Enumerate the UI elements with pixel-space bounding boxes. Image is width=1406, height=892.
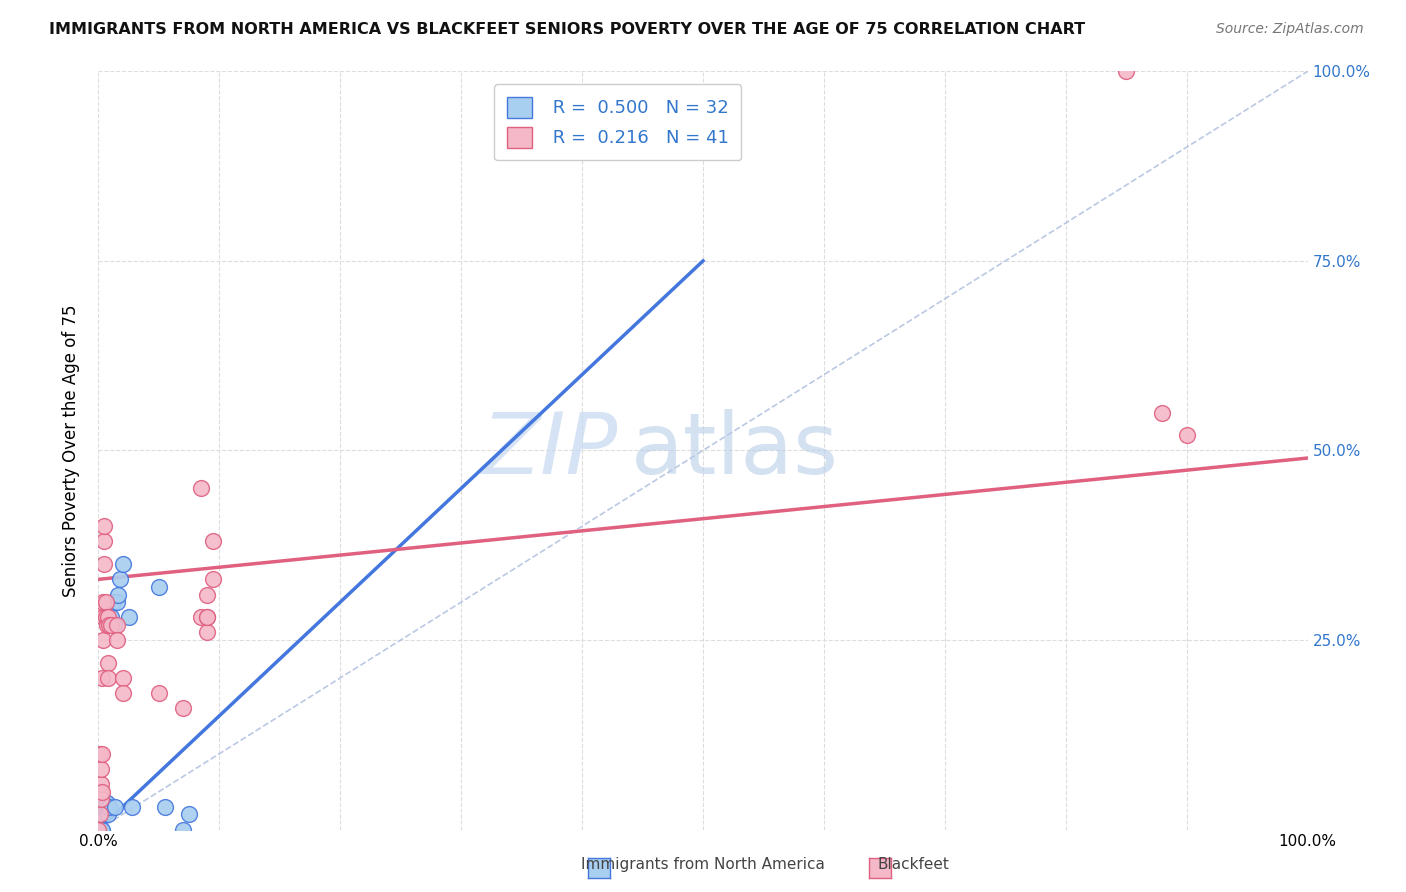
Point [96,796,118,810]
Text: ZIP: ZIP [482,409,619,492]
Point [90,762,112,776]
Point [179,807,201,822]
Point [94,800,117,814]
Point [100,610,122,624]
Point [91,807,114,822]
Point [190,482,212,496]
Point [105,617,128,632]
Point [98,800,121,814]
Point [97,807,120,822]
Point [98,617,121,632]
Point [202,534,225,549]
Point [89,822,111,837]
Point [89,822,111,837]
Point [87,822,110,837]
Legend:  R =  0.500   N = 32,  R =  0.216   N = 41: R = 0.500 N = 32, R = 0.216 N = 41 [495,84,741,161]
Point [111,557,134,572]
Point [93,519,115,533]
Point [97,671,120,685]
Point [91,633,114,648]
Point [103,617,125,632]
Point [148,580,170,594]
Point [91,610,114,624]
Point [93,534,115,549]
Point [87,822,110,837]
Point [91,785,114,799]
Point [91,807,114,822]
Text: IMMIGRANTS FROM NORTH AMERICA VS BLACKFEET SENIORS POVERTY OVER THE AGE OF 75 CO: IMMIGRANTS FROM NORTH AMERICA VS BLACKFE… [49,22,1085,37]
Point [107,588,129,602]
Point [195,610,218,624]
Point [89,785,111,799]
Point [97,656,120,670]
Point [91,807,114,822]
Point [96,617,118,632]
Point [97,610,120,624]
Point [1175,428,1198,442]
Point [94,610,117,624]
Point [108,573,131,587]
Text: Source: ZipAtlas.com: Source: ZipAtlas.com [1216,22,1364,37]
Point [172,822,194,837]
Text: atlas: atlas [630,409,838,492]
Point [93,800,115,814]
Point [121,800,143,814]
Point [89,807,111,822]
Point [91,671,114,685]
Point [91,595,114,609]
Point [195,588,218,602]
Point [93,557,115,572]
Point [190,610,212,624]
Point [100,617,122,632]
Point [90,822,112,837]
Point [94,595,117,609]
Point [118,610,141,624]
Point [195,625,218,640]
Point [89,747,111,761]
Point [90,822,112,837]
Point [104,800,127,814]
Point [202,573,225,587]
Point [91,807,114,822]
Point [195,610,218,624]
Point [101,595,124,609]
Point [111,671,134,685]
Point [111,686,134,700]
Point [1115,64,1137,78]
Text: Immigrants from North America: Immigrants from North America [581,857,825,872]
Y-axis label: Seniors Poverty Over the Age of 75: Seniors Poverty Over the Age of 75 [62,304,80,597]
Point [89,822,111,837]
Text: Blackfeet: Blackfeet [877,857,950,872]
Point [90,822,112,837]
Point [105,633,128,648]
Point [105,595,128,609]
Point [94,796,117,810]
Point [148,686,170,700]
Point [172,701,194,715]
Point [91,822,114,837]
Point [1152,405,1174,420]
Point [90,792,112,806]
Point [91,747,114,761]
Point [153,800,176,814]
Point [90,777,112,791]
